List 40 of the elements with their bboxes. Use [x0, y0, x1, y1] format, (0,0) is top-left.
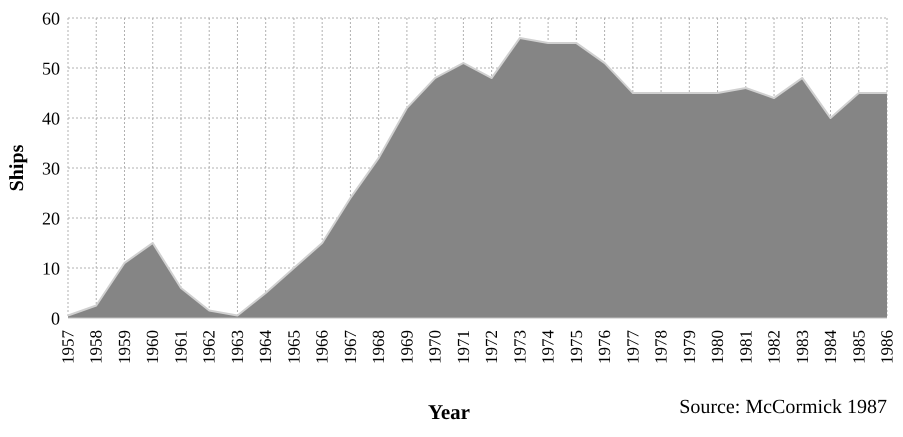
x-tick-label: 1961 [171, 330, 190, 364]
x-tick-label: 1958 [86, 330, 106, 364]
y-tick-label: 50 [42, 58, 60, 78]
x-tick-label: 1967 [340, 330, 360, 364]
y-tick-label: 0 [51, 308, 60, 328]
x-tick-label: 1964 [256, 330, 276, 364]
x-tick-label: 1973 [510, 330, 530, 364]
source-note: Source: McCormick 1987 [679, 396, 887, 419]
x-tick-label: 1976 [595, 330, 614, 364]
x-tick-label: 1977 [623, 330, 642, 364]
x-tick-label: 1986 [878, 330, 896, 364]
y-tick-label: 10 [42, 258, 60, 278]
x-tick-label: 1971 [454, 330, 473, 364]
x-tick-label: 1969 [397, 330, 416, 364]
x-tick-label: 1978 [652, 330, 671, 364]
x-tick-label: 1963 [228, 330, 247, 364]
x-tick-label: 1974 [538, 330, 558, 364]
y-axis-title: Ships [6, 144, 28, 192]
x-tick-label: 1968 [369, 330, 388, 364]
x-tick-label: 1970 [426, 330, 445, 364]
x-tick-label: 1962 [200, 330, 219, 364]
x-tick-label: 1965 [284, 330, 304, 364]
x-tick-label: 1975 [566, 330, 586, 364]
x-tick-label: 1983 [792, 330, 812, 364]
x-tick-label: 1957 [58, 330, 78, 364]
x-tick-label: 1980 [708, 330, 728, 364]
y-tick-label: 20 [42, 208, 60, 228]
x-tick-label: 1981 [736, 330, 756, 364]
x-axis-title: Year [428, 400, 470, 425]
x-tick-label: 1979 [680, 330, 699, 364]
x-tick-label: 1982 [764, 330, 784, 364]
x-tick-label: 1984 [821, 330, 840, 364]
y-tick-label: 40 [42, 108, 60, 128]
x-tick-label: 1972 [482, 330, 502, 364]
y-tick-label: 30 [42, 158, 60, 178]
y-tick-label: 60 [42, 8, 60, 28]
x-tick-label: 1959 [114, 330, 134, 364]
x-tick-label: 1966 [312, 330, 332, 364]
x-tick-label: 1960 [143, 330, 162, 364]
x-tick-label: 1985 [849, 330, 868, 364]
